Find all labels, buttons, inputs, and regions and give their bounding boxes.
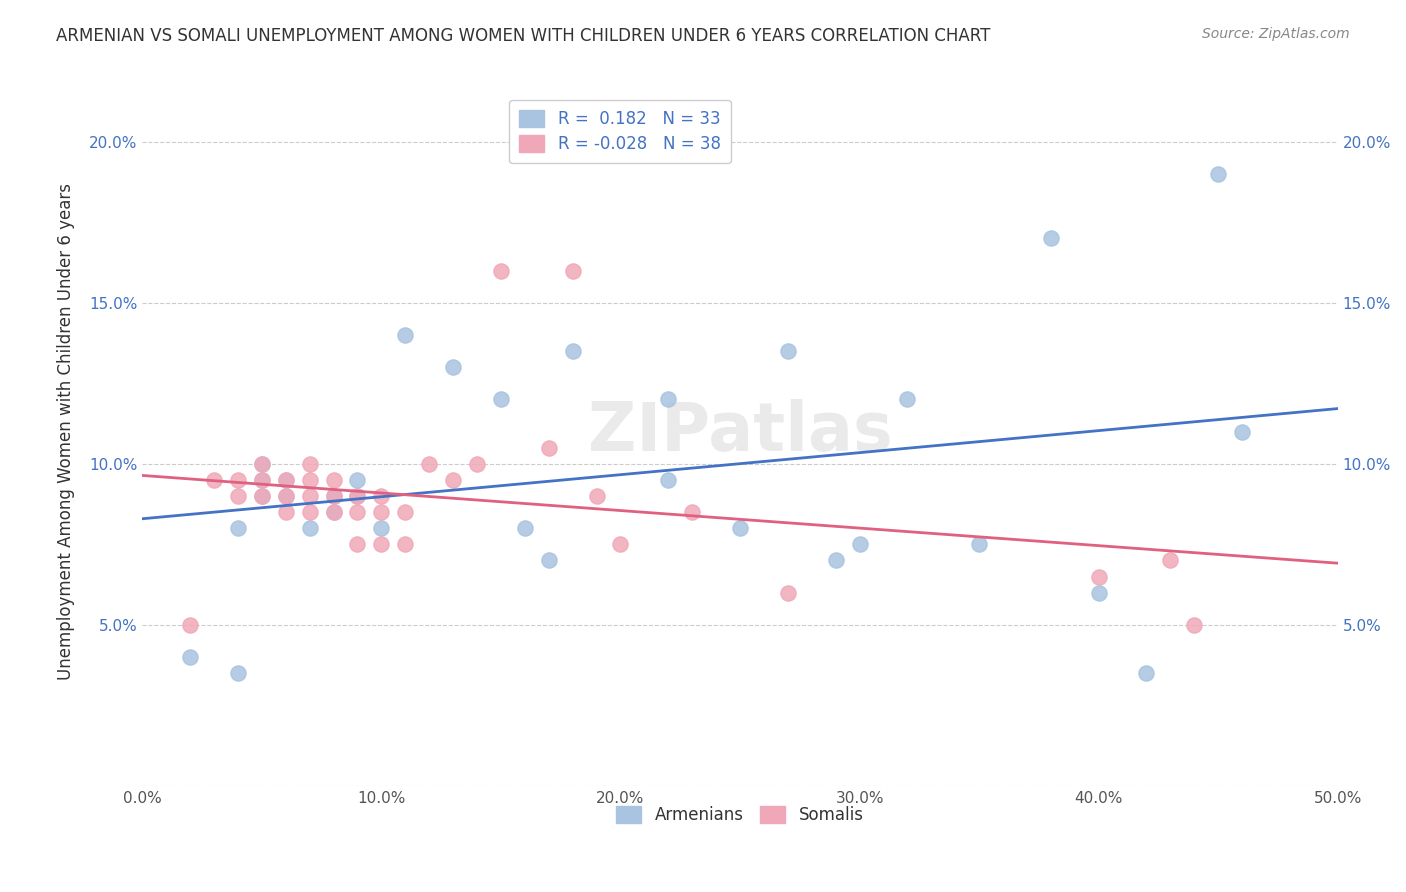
Point xyxy=(346,473,368,487)
Point xyxy=(298,521,321,535)
Point xyxy=(226,489,249,503)
Point xyxy=(226,521,249,535)
Point xyxy=(322,473,344,487)
Point xyxy=(179,617,201,632)
Point xyxy=(346,505,368,519)
Point xyxy=(179,650,201,665)
Point xyxy=(370,505,392,519)
Point xyxy=(728,521,751,535)
Point xyxy=(896,392,918,407)
Point xyxy=(322,505,344,519)
Point xyxy=(322,505,344,519)
Point xyxy=(250,457,273,471)
Point xyxy=(298,505,321,519)
Point xyxy=(394,328,416,343)
Point xyxy=(370,521,392,535)
Point xyxy=(346,489,368,503)
Point xyxy=(394,537,416,551)
Point xyxy=(274,489,297,503)
Point xyxy=(657,473,679,487)
Point xyxy=(274,489,297,503)
Point xyxy=(202,473,225,487)
Point xyxy=(250,457,273,471)
Text: ARMENIAN VS SOMALI UNEMPLOYMENT AMONG WOMEN WITH CHILDREN UNDER 6 YEARS CORRELAT: ARMENIAN VS SOMALI UNEMPLOYMENT AMONG WO… xyxy=(56,27,991,45)
Point xyxy=(394,505,416,519)
Point xyxy=(370,489,392,503)
Point xyxy=(1087,585,1109,599)
Legend: Armenians, Somalis: Armenians, Somalis xyxy=(606,796,873,834)
Point xyxy=(274,473,297,487)
Point xyxy=(489,263,512,277)
Point xyxy=(298,457,321,471)
Point xyxy=(561,344,583,359)
Point xyxy=(513,521,536,535)
Point xyxy=(250,489,273,503)
Point xyxy=(298,489,321,503)
Point xyxy=(250,473,273,487)
Point xyxy=(1182,617,1205,632)
Point xyxy=(226,666,249,681)
Point xyxy=(250,489,273,503)
Point xyxy=(370,537,392,551)
Point xyxy=(418,457,440,471)
Point xyxy=(346,489,368,503)
Point xyxy=(322,489,344,503)
Point xyxy=(967,537,990,551)
Point xyxy=(537,553,560,567)
Point xyxy=(1159,553,1181,567)
Point xyxy=(346,537,368,551)
Point xyxy=(824,553,846,567)
Point xyxy=(681,505,703,519)
Point xyxy=(776,585,799,599)
Point xyxy=(489,392,512,407)
Point xyxy=(274,505,297,519)
Point xyxy=(585,489,607,503)
Point xyxy=(537,441,560,455)
Point xyxy=(776,344,799,359)
Point xyxy=(1039,231,1062,245)
Point xyxy=(1230,425,1253,439)
Point xyxy=(226,473,249,487)
Point xyxy=(250,473,273,487)
Point xyxy=(298,473,321,487)
Text: Source: ZipAtlas.com: Source: ZipAtlas.com xyxy=(1202,27,1350,41)
Point xyxy=(1135,666,1157,681)
Point xyxy=(609,537,631,551)
Point xyxy=(465,457,488,471)
Point xyxy=(561,263,583,277)
Point xyxy=(274,473,297,487)
Point xyxy=(1087,569,1109,583)
Point xyxy=(441,473,464,487)
Point xyxy=(441,360,464,375)
Point xyxy=(848,537,870,551)
Point xyxy=(322,489,344,503)
Text: ZIPatlas: ZIPatlas xyxy=(588,399,893,465)
Point xyxy=(1206,167,1229,181)
Point xyxy=(657,392,679,407)
Y-axis label: Unemployment Among Women with Children Under 6 years: Unemployment Among Women with Children U… xyxy=(58,183,75,680)
